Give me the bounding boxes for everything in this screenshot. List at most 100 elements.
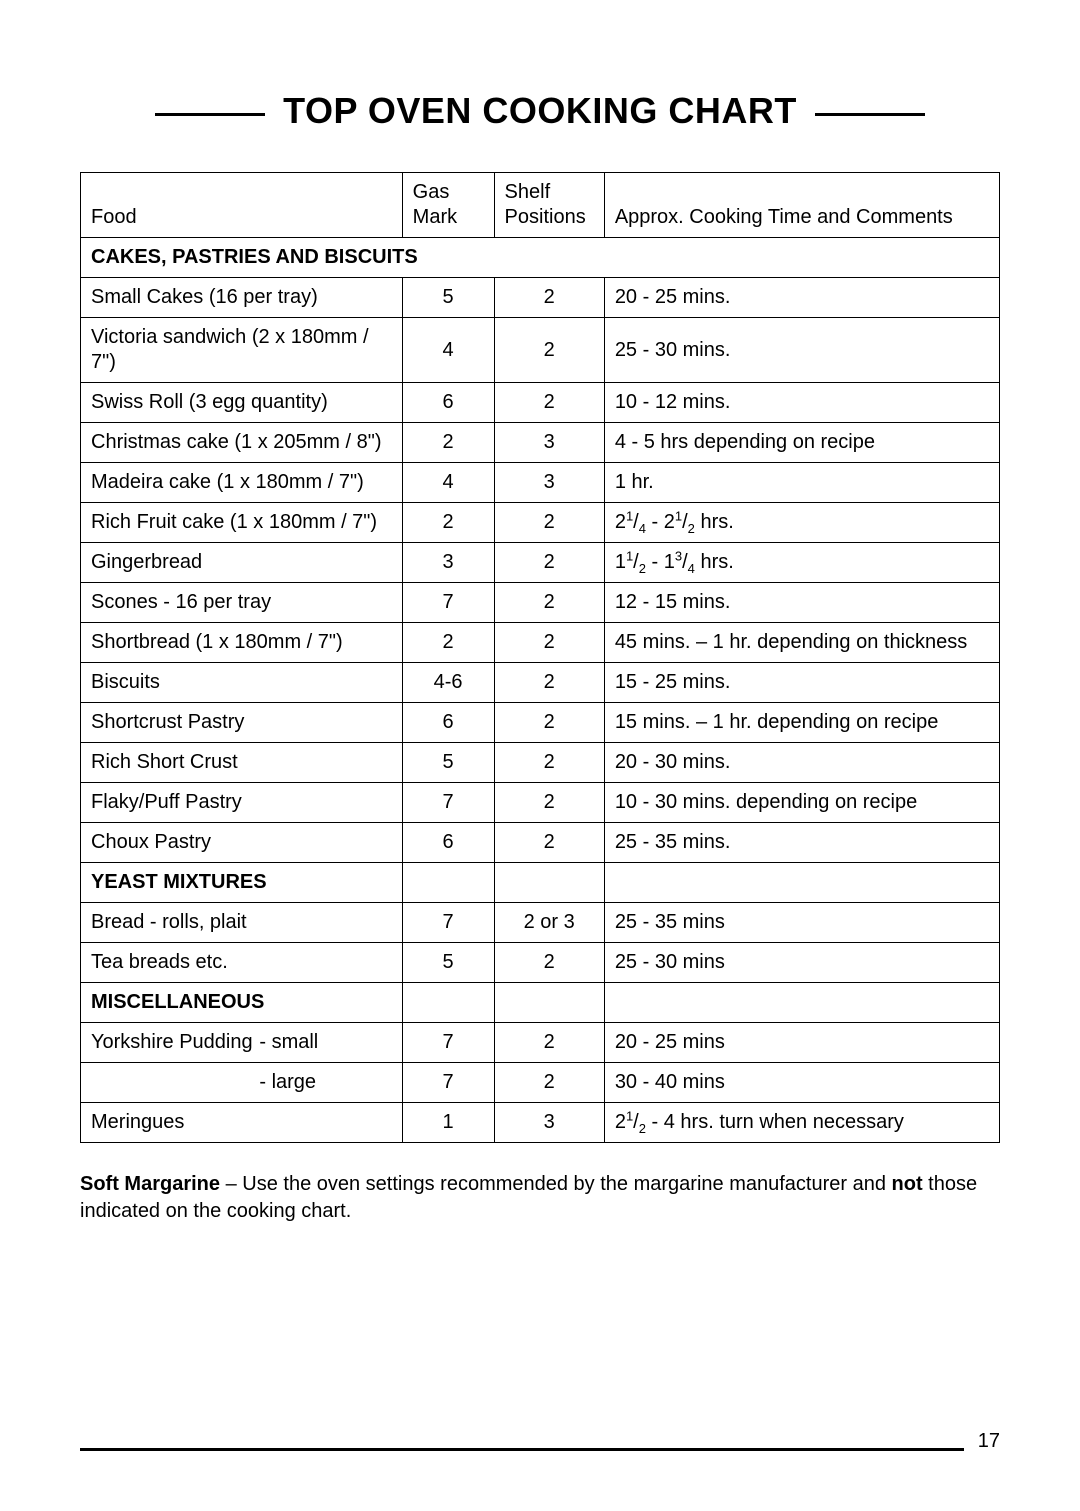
- table-row: Madeira cake (1 x 180mm / 7")431 hr.: [81, 463, 1000, 503]
- cell-food: Small Cakes (16 per tray): [81, 278, 403, 318]
- title-rule-left: [155, 113, 265, 116]
- cell-gas-mark: 4: [402, 463, 494, 503]
- cell-gas-mark: 7: [402, 1063, 494, 1103]
- table-row: Tea breads etc.5225 - 30 mins: [81, 943, 1000, 983]
- cell-gas-mark: 7: [402, 1023, 494, 1063]
- cell-cooking-time: 25 - 30 mins.: [604, 318, 999, 383]
- table-row: Shortcrust Pastry6215 mins. – 1 hr. depe…: [81, 703, 1000, 743]
- cell-gas-mark: 2: [402, 503, 494, 543]
- cell-food: Yorkshire Pudding- small: [81, 1023, 403, 1063]
- cell-food: Swiss Roll (3 egg quantity): [81, 383, 403, 423]
- cell-food: Gingerbread: [81, 543, 403, 583]
- col-header-shelf-bottom: Positions: [505, 206, 586, 228]
- col-header-gas-top: Gas: [413, 180, 484, 205]
- cell-food: Choux Pastry: [81, 823, 403, 863]
- cell-gas-mark: 2: [402, 423, 494, 463]
- col-header-food: Food: [81, 173, 403, 238]
- footnote: Soft Margarine – Use the oven settings r…: [80, 1171, 1000, 1225]
- cell-cooking-time: 20 - 25 mins.: [604, 278, 999, 318]
- section-heading: YEAST MIXTURES: [81, 863, 403, 903]
- page-number: 17: [964, 1431, 1000, 1451]
- cell-food-main: Yorkshire Pudding: [91, 1030, 259, 1055]
- section-row: MISCELLANEOUS: [81, 983, 1000, 1023]
- cell-cooking-time: 25 - 30 mins: [604, 943, 999, 983]
- table-row: Swiss Roll (3 egg quantity)6210 - 12 min…: [81, 383, 1000, 423]
- table-row: Gingerbread3211/2 - 13/4 hrs.: [81, 543, 1000, 583]
- table-row: Flaky/Puff Pastry7210 - 30 mins. dependi…: [81, 783, 1000, 823]
- cell-food: Meringues: [81, 1103, 403, 1143]
- col-header-time: Approx. Cooking Time and Comments: [604, 173, 999, 238]
- page-title: TOP OVEN COOKING CHART: [283, 90, 797, 132]
- cell-food: Bread - rolls, plait: [81, 903, 403, 943]
- cell-shelf-position: 2: [494, 783, 604, 823]
- table-row: Yorkshire Pudding- small7220 - 25 mins: [81, 1023, 1000, 1063]
- cell-cooking-time: 1 hr.: [604, 463, 999, 503]
- cell-cooking-time: 21/4 - 21/2 hrs.: [604, 503, 999, 543]
- cell-shelf-position: 2: [494, 583, 604, 623]
- cell-gas-mark: 4: [402, 318, 494, 383]
- cell-food: Shortbread (1 x 180mm / 7"): [81, 623, 403, 663]
- cell-food: Victoria sandwich (2 x 180mm / 7"): [81, 318, 403, 383]
- cell-cooking-time: 20 - 25 mins: [604, 1023, 999, 1063]
- table-row: Bread - rolls, plait72 or 325 - 35 mins: [81, 903, 1000, 943]
- cell-food: Christmas cake (1 x 205mm / 8"): [81, 423, 403, 463]
- footnote-bold-1: Soft Margarine: [80, 1173, 220, 1195]
- cell-gas-mark: 5: [402, 278, 494, 318]
- cell-cooking-time: 10 - 12 mins.: [604, 383, 999, 423]
- cell-gas-mark: 1: [402, 1103, 494, 1143]
- section-row: YEAST MIXTURES: [81, 863, 1000, 903]
- cell-cooking-time: 25 - 35 mins.: [604, 823, 999, 863]
- title-row: TOP OVEN COOKING CHART: [80, 90, 1000, 132]
- empty-cell: [494, 863, 604, 903]
- cell-food-main: [91, 1070, 259, 1095]
- table-row: Shortbread (1 x 180mm / 7")2245 mins. – …: [81, 623, 1000, 663]
- cell-shelf-position: 3: [494, 423, 604, 463]
- table-row: - large7230 - 40 mins: [81, 1063, 1000, 1103]
- cell-shelf-position: 2: [494, 543, 604, 583]
- cell-shelf-position: 2: [494, 823, 604, 863]
- page-footer: 17: [80, 1431, 1000, 1451]
- cell-food: Rich Fruit cake (1 x 180mm / 7"): [81, 503, 403, 543]
- col-header-shelf: Shelf Positions: [494, 173, 604, 238]
- cell-gas-mark: 6: [402, 823, 494, 863]
- cell-shelf-position: 2: [494, 503, 604, 543]
- cell-food: Flaky/Puff Pastry: [81, 783, 403, 823]
- col-header-shelf-top: Shelf: [505, 180, 594, 205]
- cell-shelf-position: 2: [494, 943, 604, 983]
- table-row: Biscuits4-6215 - 25 mins.: [81, 663, 1000, 703]
- cell-shelf-position: 3: [494, 1103, 604, 1143]
- cell-cooking-time: 11/2 - 13/4 hrs.: [604, 543, 999, 583]
- cell-cooking-time: 30 - 40 mins: [604, 1063, 999, 1103]
- empty-cell: [494, 983, 604, 1023]
- cell-cooking-time: 20 - 30 mins.: [604, 743, 999, 783]
- cell-food-sub: - small: [259, 1030, 391, 1055]
- section-heading: MISCELLANEOUS: [81, 983, 403, 1023]
- cell-shelf-position: 2: [494, 703, 604, 743]
- table-row: Small Cakes (16 per tray)5220 - 25 mins.: [81, 278, 1000, 318]
- cell-food: Rich Short Crust: [81, 743, 403, 783]
- footnote-bold-2: not: [892, 1173, 923, 1195]
- table-row: Christmas cake (1 x 205mm / 8")234 - 5 h…: [81, 423, 1000, 463]
- table-header: Food Gas Mark Shelf Positions Approx. Co…: [81, 173, 1000, 238]
- cell-cooking-time: 10 - 30 mins. depending on recipe: [604, 783, 999, 823]
- cell-shelf-position: 2: [494, 278, 604, 318]
- cell-shelf-position: 2: [494, 663, 604, 703]
- cell-gas-mark: 5: [402, 943, 494, 983]
- cell-food: - large: [81, 1063, 403, 1103]
- cell-gas-mark: 2: [402, 623, 494, 663]
- cell-food: Madeira cake (1 x 180mm / 7"): [81, 463, 403, 503]
- cell-cooking-time: 25 - 35 mins: [604, 903, 999, 943]
- section-heading: CAKES, PASTRIES AND BISCUITS: [81, 238, 1000, 278]
- col-header-gas: Gas Mark: [402, 173, 494, 238]
- cell-cooking-time: 12 - 15 mins.: [604, 583, 999, 623]
- table-row: Scones - 16 per tray7212 - 15 mins.: [81, 583, 1000, 623]
- empty-cell: [604, 983, 999, 1023]
- cell-cooking-time: 15 - 25 mins.: [604, 663, 999, 703]
- cell-gas-mark: 3: [402, 543, 494, 583]
- cell-food: Biscuits: [81, 663, 403, 703]
- cooking-chart-table: Food Gas Mark Shelf Positions Approx. Co…: [80, 172, 1000, 1143]
- cell-food: Shortcrust Pastry: [81, 703, 403, 743]
- cell-shelf-position: 2: [494, 743, 604, 783]
- cell-shelf-position: 2 or 3: [494, 903, 604, 943]
- table-body: CAKES, PASTRIES AND BISCUITSSmall Cakes …: [81, 238, 1000, 1143]
